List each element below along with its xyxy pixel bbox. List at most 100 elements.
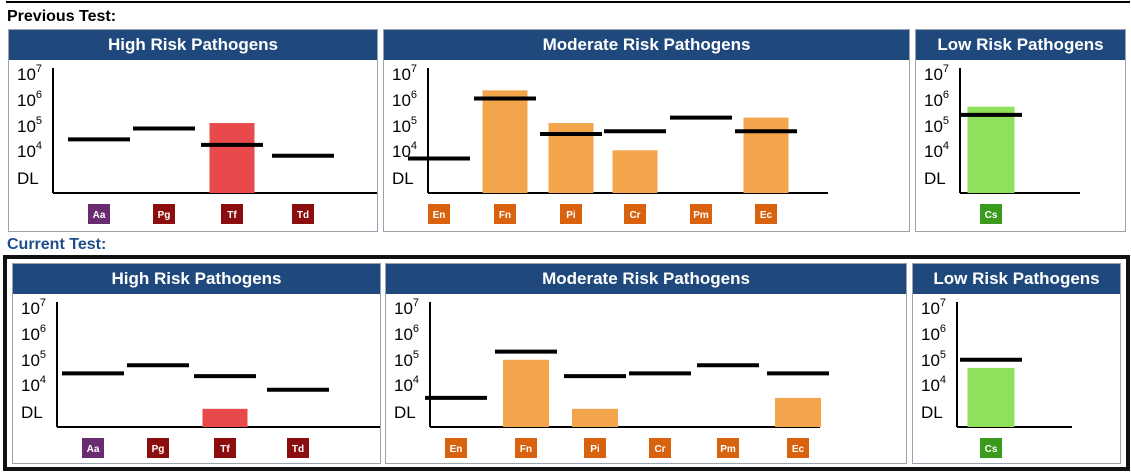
- y-tick-label: 106: [921, 323, 946, 344]
- current-test-label: Current Test:: [7, 236, 107, 253]
- y-tick-label: 104: [392, 140, 417, 161]
- category-chip-pm: [717, 438, 739, 458]
- y-tick-label: 106: [394, 323, 419, 344]
- category-chip-cs: [980, 204, 1002, 224]
- category-label: Tf: [227, 210, 237, 221]
- chart-panel: High Risk Pathogens 107 106 105 104 DL Aa Pg Tf T…: [12, 263, 381, 464]
- category-label: Pg: [158, 210, 171, 221]
- chart-panel: Moderate Risk Pathogens 107 106 105 104 DL En F…: [383, 29, 910, 232]
- y-tick-label: 106: [924, 89, 949, 110]
- y-tick-label: 104: [17, 140, 42, 161]
- category-chip-pm: [690, 204, 712, 224]
- y-tick-label: 104: [921, 374, 946, 395]
- bar-ec: [743, 117, 789, 193]
- category-label: Pi: [566, 210, 576, 221]
- category-chip-pi: [584, 438, 606, 458]
- category-label: Pm: [693, 210, 709, 221]
- panel-title: Low Risk Pathogens: [913, 264, 1120, 294]
- panel-title: High Risk Pathogens: [9, 30, 377, 60]
- chart-panel: High Risk Pathogens 107 106 105 104 DL Aa Pg Tf T…: [8, 29, 378, 232]
- category-label: Pg: [152, 444, 165, 455]
- category-chip-ec: [755, 204, 777, 224]
- category-chip-aa: [88, 204, 110, 224]
- bar-ec: [775, 397, 821, 427]
- current-test-frame: [3, 255, 1130, 471]
- y-tick-label: 104: [394, 374, 419, 395]
- category-label: Ec: [792, 444, 805, 455]
- chart-svg: 107 106 105 104 DL Aa Pg Tf Td: [17, 63, 377, 224]
- category-chip-ec: [787, 438, 809, 458]
- category-label: Fn: [499, 210, 511, 221]
- category-label: Td: [297, 210, 309, 221]
- previous-test-label: Previous Test:: [7, 8, 117, 25]
- bar-tf: [209, 123, 255, 193]
- y-tick-label: 105: [394, 349, 419, 370]
- category-label: Ec: [760, 210, 773, 221]
- category-chip-fn: [494, 204, 516, 224]
- category-chip-cr: [649, 438, 671, 458]
- category-label: Pm: [720, 444, 736, 455]
- y-tick-label: 106: [392, 89, 417, 110]
- category-chip-en: [428, 204, 450, 224]
- panel-title: Low Risk Pathogens: [916, 30, 1125, 60]
- y-tick-label: 104: [924, 140, 949, 161]
- y-tick-label: 104: [21, 374, 46, 395]
- category-label: Aa: [93, 210, 106, 221]
- y-tick-label: 106: [17, 89, 42, 110]
- y-tick-label: 107: [392, 63, 417, 84]
- category-chip-tf: [214, 438, 236, 458]
- category-chip-td: [292, 204, 314, 224]
- y-tick-label: 107: [17, 63, 42, 84]
- y-tick-label: DL: [924, 169, 946, 188]
- bar-fn: [503, 359, 549, 427]
- category-label: Pi: [590, 444, 600, 455]
- y-tick-label: DL: [21, 403, 43, 422]
- y-tick-label: 107: [21, 297, 46, 318]
- chart-svg: 107 106 105 104 DL Cs: [924, 63, 1080, 224]
- category-label: Cs: [985, 444, 998, 455]
- y-tick-label: 107: [394, 297, 419, 318]
- y-tick-label: 107: [924, 63, 949, 84]
- y-tick-label: 106: [21, 323, 46, 344]
- chart-svg: 107 106 105 104 DL Cs: [921, 297, 1072, 458]
- category-label: En: [450, 444, 463, 455]
- y-tick-label: 105: [921, 349, 946, 370]
- panel-title: Moderate Risk Pathogens: [386, 264, 906, 294]
- category-chip-pg: [147, 438, 169, 458]
- category-label: Tf: [220, 444, 230, 455]
- y-tick-label: 105: [17, 115, 42, 136]
- category-label: Aa: [87, 444, 100, 455]
- panel-title: Moderate Risk Pathogens: [384, 30, 909, 60]
- bar-tf: [202, 408, 248, 427]
- category-chip-tf: [221, 204, 243, 224]
- y-tick-label: 105: [924, 115, 949, 136]
- category-label: En: [433, 210, 446, 221]
- y-tick-label: 107: [921, 297, 946, 318]
- y-tick-label: DL: [394, 403, 416, 422]
- bar-fn: [482, 90, 528, 193]
- bar-pi: [572, 408, 618, 427]
- category-label: Cr: [629, 210, 640, 221]
- chart-svg: 107 106 105 104 DL Aa Pg Tf Td: [21, 297, 380, 458]
- panel-title: High Risk Pathogens: [13, 264, 380, 294]
- y-tick-label: 105: [392, 115, 417, 136]
- bar-cs: [967, 367, 1015, 427]
- category-chip-en: [445, 438, 467, 458]
- category-label: Cs: [985, 210, 998, 221]
- category-label: Fn: [520, 444, 532, 455]
- category-chip-aa: [82, 438, 104, 458]
- chart-panel: Moderate Risk Pathogens 107 106 105 104 DL En F…: [385, 263, 907, 464]
- category-chip-fn: [515, 438, 537, 458]
- chart-panel: Low Risk Pathogens 107 106 105 104 DL Cs: [912, 263, 1121, 464]
- y-tick-label: 105: [21, 349, 46, 370]
- chart-svg: 107 106 105 104 DL En Fn Pi Cr Pm Ec: [392, 63, 828, 224]
- category-chip-cr: [624, 204, 646, 224]
- category-chip-pg: [153, 204, 175, 224]
- category-label: Td: [292, 444, 304, 455]
- bar-cr: [612, 150, 658, 193]
- category-label: Cr: [654, 444, 665, 455]
- chart-svg: 107 106 105 104 DL En Fn Pi Cr Pm Ec: [394, 297, 829, 458]
- y-tick-label: DL: [392, 169, 414, 188]
- y-tick-label: DL: [17, 169, 39, 188]
- bar-cs: [967, 106, 1015, 193]
